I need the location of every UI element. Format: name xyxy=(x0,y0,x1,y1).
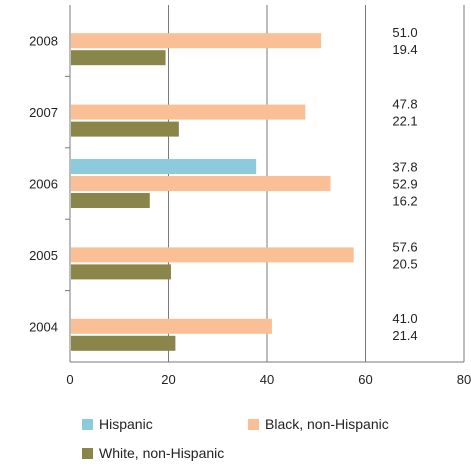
bar-2006-series-0 xyxy=(71,159,257,174)
bar-2007-series-1 xyxy=(71,104,306,120)
legend-item-hispanic: Hispanic xyxy=(82,416,153,432)
bar-2005-series-2 xyxy=(71,264,171,280)
legend-swatch-white xyxy=(82,447,93,459)
x-tick-label-2: 40 xyxy=(260,372,274,387)
data-label-2005-series-1: 57.6 xyxy=(392,239,417,254)
bar-2004-series-1 xyxy=(71,318,272,334)
bar-2008-series-2 xyxy=(71,50,166,66)
data-label-2008-series-1: 51.0 xyxy=(392,25,417,40)
data-label-2007-series-2: 22.1 xyxy=(392,114,417,129)
bar-2004-series-2 xyxy=(71,335,176,351)
x-tick-label-0: 0 xyxy=(66,372,73,387)
legend-label-hispanic: Hispanic xyxy=(99,416,153,432)
data-label-2007-series-1: 47.8 xyxy=(392,97,417,112)
legend-swatch-black xyxy=(248,418,259,430)
bar-2005-series-1 xyxy=(71,247,354,263)
data-label-2006-series-1: 52.9 xyxy=(392,177,417,192)
x-tick-label-4: 80 xyxy=(457,372,471,387)
data-label-2004-series-2: 21.4 xyxy=(392,328,417,343)
data-label-2006-series-0: 37.8 xyxy=(392,160,417,175)
y-tick-label-2005: 2005 xyxy=(29,248,58,263)
bar-2008-series-1 xyxy=(71,33,322,49)
y-tick-label-2008: 2008 xyxy=(29,34,58,49)
y-tick-label-2004: 2004 xyxy=(29,319,58,334)
legend-item-white: White, non-Hispanic xyxy=(82,445,224,461)
y-tick-label-2006: 2006 xyxy=(29,177,58,192)
data-label-2005-series-2: 20.5 xyxy=(392,256,417,271)
bar-2006-series-1 xyxy=(71,176,331,191)
legend-label-white: White, non-Hispanic xyxy=(99,445,225,461)
bar-2006-series-2 xyxy=(71,193,150,208)
data-label-2008-series-2: 19.4 xyxy=(392,42,417,57)
legend-swatch-hispanic xyxy=(82,418,93,430)
y-tick-label-2007: 2007 xyxy=(29,105,58,120)
legend-item-black: Black, non-Hispanic xyxy=(248,416,389,432)
legend-label-black: Black, non-Hispanic xyxy=(265,416,389,432)
x-tick-label-3: 60 xyxy=(358,372,372,387)
data-label-2006-series-2: 16.2 xyxy=(392,194,417,209)
bar-2007-series-2 xyxy=(71,121,179,137)
x-tick-label-1: 20 xyxy=(161,372,175,387)
data-label-2004-series-1: 41.0 xyxy=(392,311,417,326)
